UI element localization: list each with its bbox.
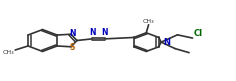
Text: N: N [69, 29, 76, 38]
Text: N: N [89, 28, 95, 37]
Text: CH₃: CH₃ [143, 19, 154, 24]
Text: Cl: Cl [194, 29, 203, 38]
Text: N: N [164, 38, 170, 47]
Text: N: N [102, 28, 108, 37]
Text: CH₃: CH₃ [2, 50, 14, 55]
Text: S: S [70, 43, 75, 52]
